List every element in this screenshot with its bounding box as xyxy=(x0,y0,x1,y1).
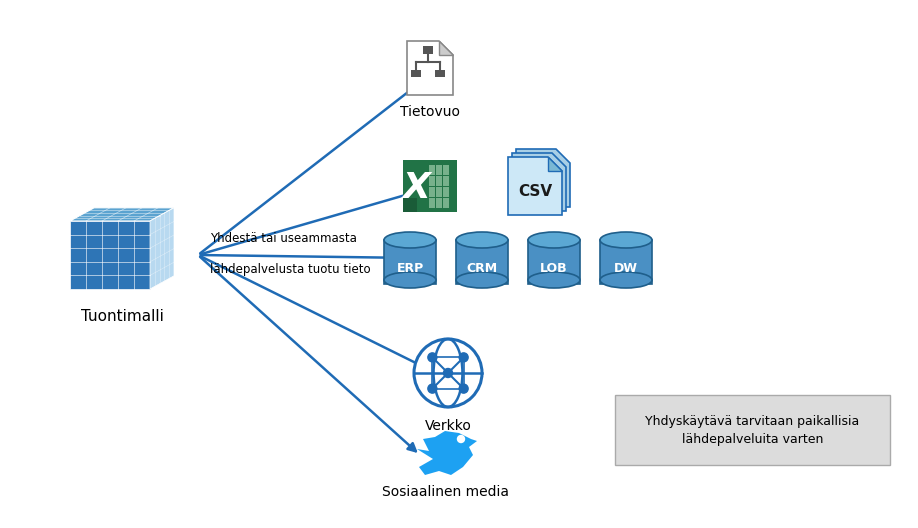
Text: lähdepalveluita varten: lähdepalveluita varten xyxy=(682,433,823,447)
FancyBboxPatch shape xyxy=(435,165,442,174)
Text: Sosiaalinen media: Sosiaalinen media xyxy=(382,485,509,499)
Circle shape xyxy=(428,384,437,393)
Polygon shape xyxy=(70,208,174,221)
Ellipse shape xyxy=(600,272,652,288)
Polygon shape xyxy=(150,208,174,289)
FancyBboxPatch shape xyxy=(435,197,442,208)
Bar xyxy=(435,70,445,77)
Text: CSV: CSV xyxy=(518,184,552,200)
FancyBboxPatch shape xyxy=(429,197,434,208)
Text: CRM: CRM xyxy=(466,261,498,275)
Text: LOB: LOB xyxy=(540,261,568,275)
FancyBboxPatch shape xyxy=(403,160,457,212)
Polygon shape xyxy=(439,41,453,55)
FancyBboxPatch shape xyxy=(384,240,436,284)
FancyBboxPatch shape xyxy=(435,186,442,196)
Text: Yhdestä tai useammasta: Yhdestä tai useammasta xyxy=(210,232,357,245)
Ellipse shape xyxy=(456,232,508,248)
Text: lähdepalvelusta tuotu tieto: lähdepalvelusta tuotu tieto xyxy=(210,263,371,276)
Text: Tietovuo: Tietovuo xyxy=(400,105,460,119)
Ellipse shape xyxy=(456,272,508,288)
FancyBboxPatch shape xyxy=(528,240,580,284)
Text: Tuontimalli: Tuontimalli xyxy=(81,309,163,324)
Text: Yhdyskäytävä tarvitaan paikallisia: Yhdyskäytävä tarvitaan paikallisia xyxy=(645,414,859,428)
FancyBboxPatch shape xyxy=(600,240,652,284)
Ellipse shape xyxy=(600,232,652,248)
FancyBboxPatch shape xyxy=(442,186,449,196)
Polygon shape xyxy=(403,198,417,212)
FancyBboxPatch shape xyxy=(442,175,449,185)
Polygon shape xyxy=(516,149,570,207)
Bar xyxy=(423,46,433,54)
FancyBboxPatch shape xyxy=(615,395,890,465)
Circle shape xyxy=(459,353,468,362)
FancyBboxPatch shape xyxy=(442,165,449,174)
Circle shape xyxy=(428,353,437,362)
Ellipse shape xyxy=(528,232,580,248)
Text: X: X xyxy=(403,171,431,205)
Ellipse shape xyxy=(384,232,436,248)
Circle shape xyxy=(414,339,482,407)
Ellipse shape xyxy=(384,272,436,288)
FancyBboxPatch shape xyxy=(456,240,508,284)
Polygon shape xyxy=(508,157,562,215)
Polygon shape xyxy=(407,41,453,95)
Polygon shape xyxy=(70,221,150,289)
FancyBboxPatch shape xyxy=(435,175,442,185)
Text: ERP: ERP xyxy=(397,261,423,275)
FancyBboxPatch shape xyxy=(442,197,449,208)
Bar xyxy=(411,70,421,77)
Text: DW: DW xyxy=(614,261,638,275)
Polygon shape xyxy=(512,153,566,211)
Polygon shape xyxy=(417,431,477,475)
Ellipse shape xyxy=(528,272,580,288)
FancyBboxPatch shape xyxy=(429,175,434,185)
Circle shape xyxy=(457,436,465,442)
Polygon shape xyxy=(548,157,562,171)
Circle shape xyxy=(443,369,453,378)
Text: Verkko: Verkko xyxy=(424,419,472,433)
Circle shape xyxy=(459,384,468,393)
FancyBboxPatch shape xyxy=(429,186,434,196)
FancyBboxPatch shape xyxy=(429,165,434,174)
